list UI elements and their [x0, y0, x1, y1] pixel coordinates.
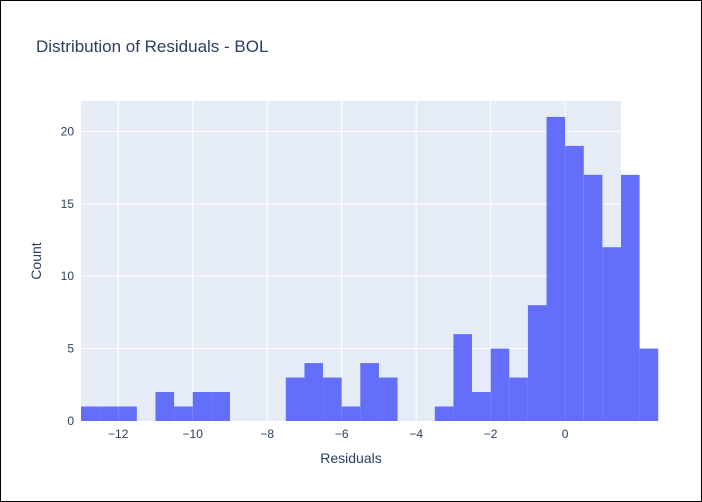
y-tick-label: 15 — [61, 197, 75, 211]
x-tick-label: −4 — [409, 427, 423, 441]
histogram-bar[interactable] — [472, 392, 491, 421]
histogram-bar[interactable] — [118, 406, 137, 421]
histogram-bar[interactable] — [360, 363, 379, 421]
histogram-bar[interactable] — [99, 406, 119, 421]
y-tick-label: 10 — [61, 269, 75, 283]
y-tick-label: 0 — [67, 414, 74, 428]
histogram-bar[interactable] — [565, 145, 584, 421]
y-tick-labels: 0 5 10 15 20 — [61, 124, 75, 428]
chart-title: Distribution of Residuals - BOL — [36, 37, 268, 56]
histogram-bar[interactable] — [192, 392, 212, 421]
histogram-bar[interactable] — [490, 348, 510, 421]
y-axis-title: Count — [28, 242, 44, 279]
histogram-bar[interactable] — [583, 174, 603, 421]
histogram-bar[interactable] — [509, 377, 528, 421]
x-tick-labels: −12 −10 −8 −6 −4 −2 0 — [108, 427, 569, 441]
histogram-bar[interactable] — [639, 348, 659, 421]
histogram-bar[interactable] — [341, 406, 361, 421]
histogram-bar[interactable] — [621, 174, 640, 421]
x-tick-label: −8 — [260, 427, 274, 441]
histogram-bar[interactable] — [304, 363, 324, 421]
histogram-bar[interactable] — [602, 247, 621, 421]
histogram-bar[interactable] — [453, 334, 473, 421]
histogram-bar[interactable] — [174, 406, 193, 421]
x-axis-title: Residuals — [320, 450, 381, 466]
x-tick-label: −2 — [484, 427, 498, 441]
x-tick-label: 0 — [562, 427, 569, 441]
y-tick-label: 5 — [67, 342, 74, 356]
x-tick-label: −6 — [335, 427, 349, 441]
histogram-bar[interactable] — [527, 305, 547, 421]
x-tick-label: −12 — [108, 427, 129, 441]
x-tick-label: −10 — [183, 427, 204, 441]
histogram-bar[interactable] — [211, 392, 230, 421]
histogram-bar[interactable] — [546, 116, 566, 421]
histogram-bar[interactable] — [378, 377, 398, 421]
histogram-bar[interactable] — [155, 392, 175, 421]
histogram-bar[interactable] — [81, 406, 100, 421]
histogram-bar[interactable] — [434, 406, 454, 421]
histogram-bar[interactable] — [285, 377, 305, 421]
y-tick-label: 20 — [61, 124, 75, 138]
bars — [81, 116, 659, 421]
histogram-bar[interactable] — [323, 377, 342, 421]
